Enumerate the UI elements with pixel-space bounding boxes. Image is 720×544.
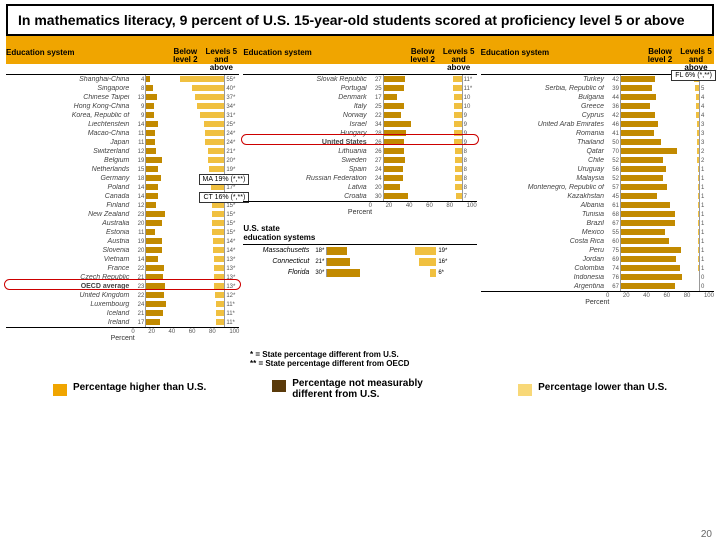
us-state-panel: U.S. stateeducation systems Massachusett… <box>243 224 476 278</box>
chart-col-3: Education system Belowlevel 2 Levels 5an… <box>481 48 714 342</box>
charts-area: Education system Belowlevel 2 Levels 5an… <box>0 46 720 344</box>
table-row: Italy2510 <box>243 102 476 111</box>
table-row: Denmark1710 <box>243 93 476 102</box>
swatch-lower <box>518 384 532 396</box>
legend-higher: Percentage higher than U.S. <box>53 382 206 396</box>
table-row: France2213* <box>6 264 239 273</box>
table-row: Thailand503 <box>481 138 714 147</box>
axis-label: Percent <box>6 335 239 342</box>
legend-same: Percentage not measurably different from… <box>272 378 452 400</box>
footnote-1: * = State percentage different from U.S. <box>250 350 720 359</box>
table-row: Latvia208 <box>243 183 476 192</box>
col-hdr-sys: Education system <box>6 48 167 72</box>
table-row: Indonesia760 <box>481 273 714 282</box>
table-row: Slovenia2014* <box>6 246 239 255</box>
table-row: Malaysia521 <box>481 174 714 183</box>
table-row: Qatar702 <box>481 147 714 156</box>
table-row: Serbia, Republic of395 <box>481 84 714 93</box>
table-row: Korea, Republic of931* <box>6 111 239 120</box>
table-row: Austria1914* <box>6 237 239 246</box>
page-number: 20 <box>701 529 712 540</box>
footnotes: * = State percentage different from U.S.… <box>250 350 720 368</box>
table-row: Colombia741 <box>481 264 714 273</box>
table-row: Chile522 <box>481 156 714 165</box>
table-row: Vietnam1413* <box>6 255 239 264</box>
table-row: Switzerland1221* <box>6 147 239 156</box>
state-row: Connecticut21*16* <box>243 256 476 267</box>
table-row: Russian Federation248 <box>243 174 476 183</box>
callout-ct: CT 16% (*,**) <box>199 192 249 203</box>
table-row: Tunisia681 <box>481 210 714 219</box>
table-row: OECD average2313* <box>6 282 239 291</box>
table-row: Norway229 <box>243 111 476 120</box>
legend-lower: Percentage lower than U.S. <box>518 382 667 396</box>
table-row: Peru751 <box>481 246 714 255</box>
table-row: Portugal2511* <box>243 84 476 93</box>
table-row: Israel349 <box>243 120 476 129</box>
table-row: Bulgaria444 <box>481 93 714 102</box>
table-row: Montenegro, Republic of571 <box>481 183 714 192</box>
footnote-2: ** = State percentage different from OEC… <box>250 359 720 368</box>
table-row: Czech Republic2113* <box>6 273 239 282</box>
table-row: Sweden278 <box>243 156 476 165</box>
table-row: Slovak Republic2711* <box>243 75 476 84</box>
table-row: Estonia1115* <box>6 228 239 237</box>
table-row: Costa Rica601 <box>481 237 714 246</box>
table-row: Hong Kong-China934* <box>6 102 239 111</box>
table-row: Cyprus424 <box>481 111 714 120</box>
table-row: Croatia307 <box>243 192 476 201</box>
table-row: Netherlands1519* <box>6 165 239 174</box>
table-row: Luxembourg2411* <box>6 300 239 309</box>
table-row: Greece364 <box>481 102 714 111</box>
col-hdr-b2: Belowlevel 2 <box>167 48 203 72</box>
callout-ma: MA 19% (*,**) <box>199 174 250 185</box>
table-row: Brazil671 <box>481 219 714 228</box>
state-row: Florida30*6* <box>243 267 476 278</box>
table-row: Hungary289 <box>243 129 476 138</box>
table-row: Lithuania268 <box>243 147 476 156</box>
table-row: Kazakhstan451 <box>481 192 714 201</box>
table-row: Chinese Taipei1337* <box>6 93 239 102</box>
state-row: Massachusetts18*19* <box>243 245 476 256</box>
table-row: United Arab Emirates463 <box>481 120 714 129</box>
us-state-header: U.S. stateeducation systems <box>243 224 476 245</box>
table-row: Mexico551 <box>481 228 714 237</box>
table-row: Singapore840* <box>6 84 239 93</box>
table-row: Ireland1711* <box>6 318 239 327</box>
table-row: Albania611 <box>481 201 714 210</box>
table-row: Spain248 <box>243 165 476 174</box>
legend: Percentage higher than U.S. Percentage n… <box>0 368 720 410</box>
table-row: Iceland2111* <box>6 309 239 318</box>
table-row: Liechtenstein1425* <box>6 120 239 129</box>
table-row: Jordan691 <box>481 255 714 264</box>
chart-col-1: Education system Belowlevel 2 Levels 5an… <box>6 48 239 342</box>
table-row: New Zealand2315* <box>6 210 239 219</box>
swatch-higher <box>53 384 67 396</box>
table-row: Argentina670 <box>481 282 714 291</box>
table-row: United States269 <box>243 138 476 147</box>
table-row: Shanghai-China455* <box>6 75 239 84</box>
table-row: Belgium1920* <box>6 156 239 165</box>
table-row: Macao-China1124* <box>6 129 239 138</box>
callout-fl: FL 6% (*,**) <box>671 70 716 81</box>
page-title: In mathematics literacy, 9 percent of U.… <box>18 12 702 28</box>
col-hdr-l5: Levels 5and above <box>203 48 239 72</box>
table-row: United Kingdom2212* <box>6 291 239 300</box>
table-row: Uruguay561 <box>481 165 714 174</box>
swatch-same <box>272 380 286 392</box>
table-row: Romania413 <box>481 129 714 138</box>
table-row: Australia2015* <box>6 219 239 228</box>
chart-col-2: Education system Belowlevel 2 Levels 5an… <box>243 48 476 342</box>
table-row: Japan1124* <box>6 138 239 147</box>
